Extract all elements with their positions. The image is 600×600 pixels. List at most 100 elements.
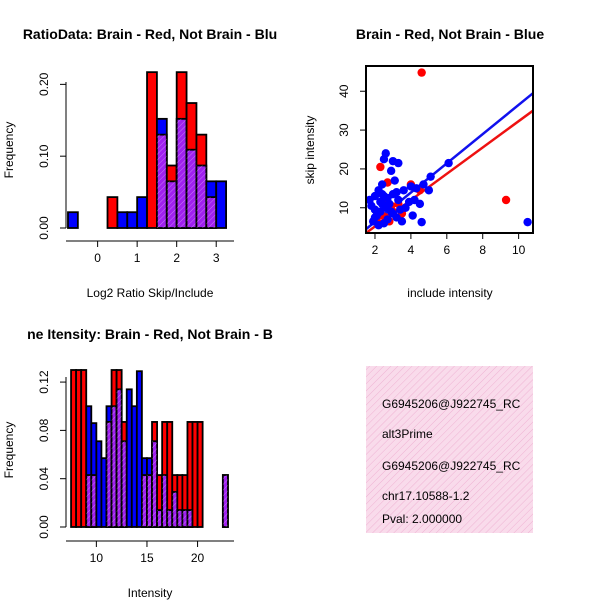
red-scatter-point	[417, 68, 426, 77]
intensity-histogram-y-ticks: 0.00 0.04 0.08 0.12	[37, 370, 66, 539]
ratio-histogram-x-ticks: 0 1 2 3	[94, 241, 220, 265]
intensity-histogram-panel: ne Itensity: Brain - Red, Not Brain - B …	[2, 326, 273, 600]
intensity-scatter-points	[366, 68, 532, 230]
info-id-line: G6945206@J922745_RC	[382, 397, 521, 411]
y-tick-label: 10	[337, 201, 351, 215]
histogram-bar	[116, 211, 129, 229]
blue-scatter-point	[379, 155, 389, 164]
intensity-histogram-x-ticks: 10 15 20	[90, 541, 205, 565]
x-tick-label: 15	[140, 551, 154, 565]
histogram-overlap-hatch	[222, 475, 228, 527]
y-tick-label: 30	[337, 123, 351, 137]
histogram-overlap-hatch	[141, 475, 147, 527]
red-scatter-point	[501, 195, 511, 205]
intensity-scatter-y-label: skip intensity	[303, 116, 317, 185]
blue-scatter-point	[397, 217, 407, 226]
histogram-overlap-hatch	[176, 118, 187, 228]
histogram-overlap-hatch	[111, 406, 117, 527]
histogram-overlap-hatch	[116, 389, 122, 527]
info-event-type: alt3Prime	[382, 427, 433, 441]
histogram-bar	[135, 370, 143, 528]
intensity-histogram-y-label: Frequency	[2, 422, 16, 479]
histogram-overlap-hatch	[86, 475, 92, 527]
histogram-overlap-hatch	[182, 510, 188, 527]
blue-scatter-point	[383, 215, 392, 224]
blue-scatter-point	[415, 199, 425, 209]
histogram-bar	[126, 211, 139, 229]
x-tick-label: 1	[134, 251, 141, 265]
blue-scatter-point	[377, 189, 387, 199]
blue-scatter-point	[392, 188, 401, 197]
histogram-overlap-hatch	[91, 475, 97, 527]
histogram-overlap-hatch	[196, 165, 207, 228]
blue-scatter-point	[412, 184, 421, 193]
blue-scatter-point	[376, 197, 385, 207]
histogram-bar	[146, 71, 158, 229]
ratio-histogram-x-label: Log2 Ratio Skip/Include	[87, 286, 214, 300]
intensity-scatter-x-ticks: 2 4 6 8 10	[372, 233, 526, 257]
intensity-scatter-x-label: include intensity	[407, 286, 492, 300]
intensity-scatter-panel: Brain - Red, Not Brain - Blue 2 4 6 8 10 102…	[303, 26, 544, 300]
blue-scatter-point	[394, 195, 403, 205]
blue-scatter-point	[408, 211, 417, 220]
ratio-histogram-y-ticks: 0.00 0.10 0.20	[37, 72, 66, 240]
x-tick-label: 20	[191, 551, 205, 565]
blue-scatter-point	[366, 195, 374, 205]
blue-scatter-point	[424, 186, 434, 195]
histogram-overlap-hatch	[162, 475, 168, 527]
y-tick-label: 0.08	[37, 418, 51, 442]
info-pvalue: Pval: 2.000000	[382, 512, 462, 526]
histogram-overlap-hatch	[152, 441, 158, 527]
y-tick-label: 0.04	[37, 467, 51, 491]
y-tick-label: 0.00	[37, 216, 51, 240]
y-tick-label: 20	[337, 162, 351, 176]
ratio-histogram-title: RatioData: Brain - Red, Not Brain - Blu	[23, 26, 277, 42]
x-tick-label: 10	[90, 551, 104, 565]
intensity-scatter-frame	[365, 65, 534, 234]
blue-scatter-point	[417, 217, 426, 227]
blue-scatter-point	[385, 199, 394, 209]
x-tick-label: 3	[213, 251, 220, 265]
histogram-overlap-hatch	[146, 475, 153, 527]
histogram-bar	[136, 196, 148, 229]
ratio-histogram-panel: RatioData: Brain - Red, Not Brain - Blu …	[2, 26, 277, 300]
blue-scatter-point	[399, 186, 408, 195]
histogram-overlap-hatch	[156, 134, 167, 228]
blue-scatter-point	[386, 166, 396, 176]
blue-scatter-point	[386, 207, 396, 216]
info-location: chr17.10588-1.2	[382, 489, 470, 503]
intensity-histogram-bars	[70, 369, 229, 528]
histogram-bar	[196, 421, 204, 528]
histogram-overlap-hatch	[186, 149, 197, 228]
intensity-histogram-title: ne Itensity: Brain - Red, Not Brain - B	[27, 326, 273, 342]
info-panel: G6945206@J922745_RC alt3Prime G6945206@J…	[366, 366, 533, 533]
histogram-overlap-hatch	[177, 510, 183, 527]
y-tick-label: 0.20	[37, 72, 51, 96]
ratio-histogram-y-label: Frequency	[2, 122, 16, 179]
intensity-scatter-title: Brain - Red, Not Brain - Blue	[356, 26, 544, 42]
blue-scatter-point	[444, 158, 453, 168]
x-tick-label: 0	[94, 251, 101, 265]
histogram-overlap-hatch	[121, 441, 127, 527]
x-tick-label: 4	[408, 243, 415, 257]
red-scatter-point	[376, 162, 385, 172]
y-tick-label: 0.00	[37, 515, 51, 539]
x-tick-label: 2	[372, 243, 379, 257]
histogram-bar	[67, 211, 79, 229]
histogram-bar	[106, 196, 119, 229]
y-tick-label: 0.12	[37, 370, 51, 394]
histogram-overlap-hatch	[157, 510, 163, 527]
histogram-overlap-hatch	[172, 491, 178, 527]
blue-scatter-point	[394, 158, 403, 168]
histogram-bar	[215, 180, 227, 229]
blue-scatter-point	[426, 172, 435, 181]
x-tick-label: 10	[512, 243, 526, 257]
x-tick-label: 2	[173, 251, 180, 265]
intensity-scatter-y-ticks: 10 20 30 40	[337, 84, 366, 214]
blue-scatter-point	[370, 213, 380, 222]
blue-scatter-point	[390, 176, 399, 185]
y-tick-label: 40	[337, 84, 351, 98]
histogram-overlap-hatch	[167, 510, 173, 527]
histogram-overlap-hatch	[106, 421, 112, 527]
